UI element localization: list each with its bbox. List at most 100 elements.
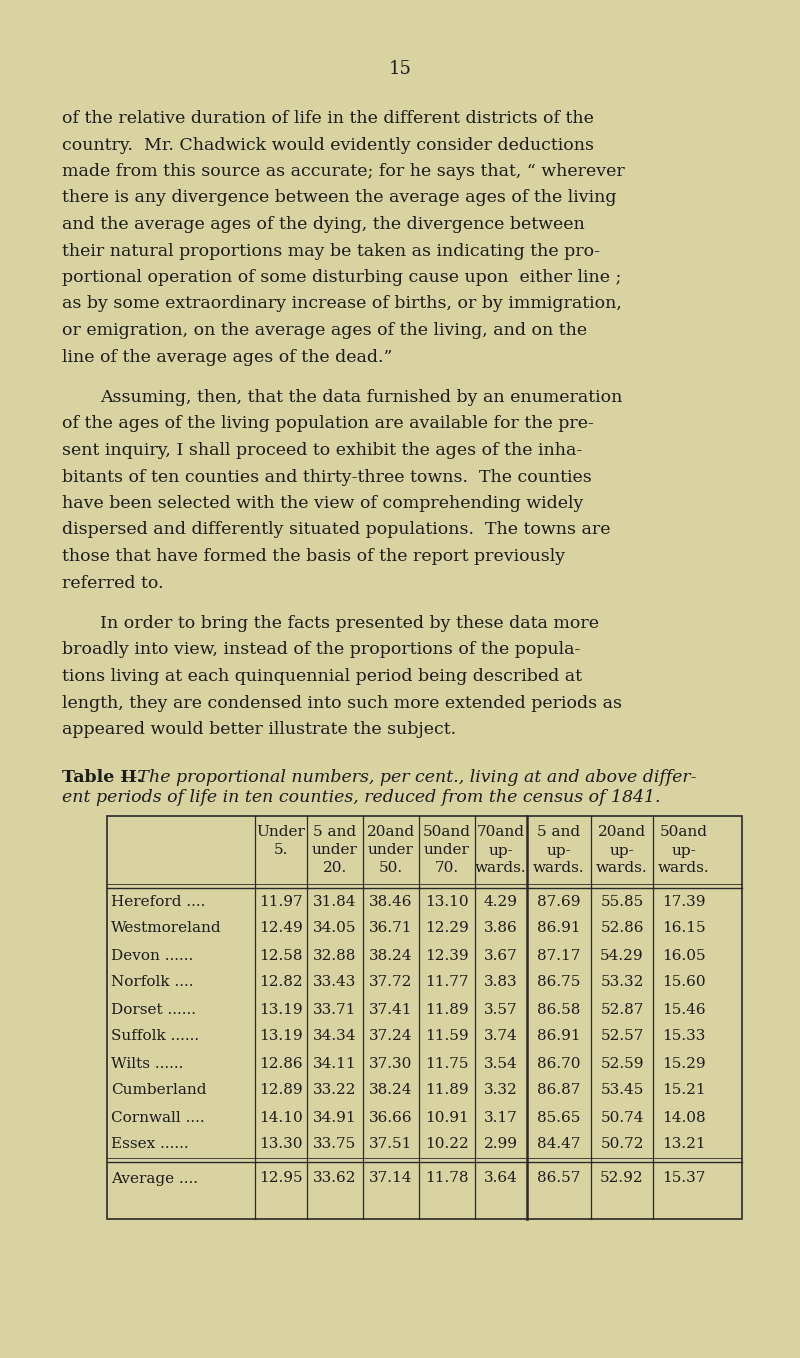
Text: 3.74: 3.74	[484, 1029, 518, 1043]
Text: 3.32: 3.32	[484, 1084, 518, 1097]
Text: 52.92: 52.92	[600, 1172, 644, 1186]
Text: 11.97: 11.97	[259, 895, 303, 909]
Text: 37.30: 37.30	[370, 1057, 413, 1070]
Text: 15.37: 15.37	[662, 1172, 706, 1186]
Text: 3.17: 3.17	[484, 1111, 518, 1124]
Text: 5 and: 5 and	[314, 826, 357, 839]
Text: 11.78: 11.78	[426, 1172, 469, 1186]
Text: 37.41: 37.41	[370, 1002, 413, 1017]
Text: 33.43: 33.43	[314, 975, 357, 990]
Text: 52.59: 52.59	[600, 1057, 644, 1070]
Text: 13.19: 13.19	[259, 1002, 303, 1017]
Text: 2.99: 2.99	[484, 1138, 518, 1152]
Text: up-: up-	[610, 843, 634, 857]
Text: 37.51: 37.51	[370, 1138, 413, 1152]
Text: their natural proportions may be taken as indicating the pro-: their natural proportions may be taken a…	[62, 243, 600, 259]
Text: line of the average ages of the dead.”: line of the average ages of the dead.”	[62, 349, 392, 365]
Text: tions living at each quinquennial period being described at: tions living at each quinquennial period…	[62, 668, 582, 684]
Text: 86.91: 86.91	[537, 1029, 581, 1043]
Text: 3.57: 3.57	[484, 1002, 518, 1017]
Text: 86.91: 86.91	[537, 922, 581, 936]
Text: 15.21: 15.21	[662, 1084, 706, 1097]
Text: 13.30: 13.30	[259, 1138, 302, 1152]
Text: wards.: wards.	[475, 861, 527, 876]
Text: 15.60: 15.60	[662, 975, 706, 990]
Text: 12.29: 12.29	[425, 922, 469, 936]
Text: 16.05: 16.05	[662, 948, 706, 963]
Text: wards.: wards.	[533, 861, 585, 876]
Text: 12.95: 12.95	[259, 1172, 303, 1186]
Text: portional operation of some disturbing cause upon  either line ;: portional operation of some disturbing c…	[62, 269, 622, 287]
Text: 12.82: 12.82	[259, 975, 303, 990]
Text: 36.66: 36.66	[369, 1111, 413, 1124]
Text: 12.49: 12.49	[259, 922, 303, 936]
Text: 52.87: 52.87	[600, 1002, 644, 1017]
Text: 12.58: 12.58	[259, 948, 302, 963]
Text: under: under	[424, 843, 470, 857]
Text: 33.75: 33.75	[314, 1138, 357, 1152]
Text: up-: up-	[546, 843, 571, 857]
Text: 54.29: 54.29	[600, 948, 644, 963]
Text: there is any divergence between the average ages of the living: there is any divergence between the aver…	[62, 190, 617, 206]
Text: 12.89: 12.89	[259, 1084, 303, 1097]
Text: Table II.: Table II.	[62, 770, 142, 786]
Text: 11.75: 11.75	[426, 1057, 469, 1070]
Text: 11.89: 11.89	[425, 1002, 469, 1017]
Text: 20.: 20.	[323, 861, 347, 876]
Text: 33.22: 33.22	[314, 1084, 357, 1097]
Text: 38.24: 38.24	[370, 1084, 413, 1097]
Text: 38.46: 38.46	[370, 895, 413, 909]
Text: Assuming, then, that the data furnished by an enumeration: Assuming, then, that the data furnished …	[100, 388, 622, 406]
Text: have been selected with the view of comprehending widely: have been selected with the view of comp…	[62, 496, 583, 512]
Text: 11.89: 11.89	[425, 1084, 469, 1097]
Text: Wilts ......: Wilts ......	[111, 1057, 183, 1070]
Text: dispersed and differently situated populations.  The towns are: dispersed and differently situated popul…	[62, 521, 610, 539]
Text: 5.: 5.	[274, 843, 288, 857]
Text: sent inquiry, I shall proceed to exhibit the ages of the inha-: sent inquiry, I shall proceed to exhibit…	[62, 441, 582, 459]
Text: 37.24: 37.24	[370, 1029, 413, 1043]
Text: bitants of ten counties and thirty-three towns.  The counties: bitants of ten counties and thirty-three…	[62, 469, 592, 486]
Text: 15.46: 15.46	[662, 1002, 706, 1017]
Text: 33.62: 33.62	[314, 1172, 357, 1186]
Text: 50.72: 50.72	[600, 1138, 644, 1152]
Text: 32.88: 32.88	[314, 948, 357, 963]
Text: those that have formed the basis of the report previously: those that have formed the basis of the …	[62, 549, 565, 565]
Text: broadly into view, instead of the proportions of the popula-: broadly into view, instead of the propor…	[62, 641, 580, 659]
Text: 53.45: 53.45	[600, 1084, 644, 1097]
Text: Cornwall ....: Cornwall ....	[111, 1111, 205, 1124]
Text: 4.29: 4.29	[484, 895, 518, 909]
Text: 87.17: 87.17	[538, 948, 581, 963]
Text: country.  Mr. Chadwick would evidently consider deductions: country. Mr. Chadwick would evidently co…	[62, 137, 594, 153]
Text: 13.19: 13.19	[259, 1029, 303, 1043]
Text: 55.85: 55.85	[600, 895, 644, 909]
Text: 87.69: 87.69	[538, 895, 581, 909]
Text: 86.75: 86.75	[538, 975, 581, 990]
Text: as by some extraordinary increase of births, or by immigration,: as by some extraordinary increase of bir…	[62, 296, 622, 312]
Text: ent periods of life in ten counties, reduced from the census of 1841.: ent periods of life in ten counties, red…	[62, 789, 661, 807]
Text: Average ....: Average ....	[111, 1172, 198, 1186]
Text: Hereford ....: Hereford ....	[111, 895, 206, 909]
Text: 15.33: 15.33	[662, 1029, 706, 1043]
Text: or emigration, on the average ages of the living, and on the: or emigration, on the average ages of th…	[62, 322, 587, 340]
Text: under: under	[368, 843, 414, 857]
Text: 37.14: 37.14	[370, 1172, 413, 1186]
Text: 3.67: 3.67	[484, 948, 518, 963]
Text: 5 and: 5 and	[538, 826, 581, 839]
Text: 12.86: 12.86	[259, 1057, 303, 1070]
Text: 52.86: 52.86	[600, 922, 644, 936]
Text: Norfolk ....: Norfolk ....	[111, 975, 194, 990]
Text: 15.29: 15.29	[662, 1057, 706, 1070]
Text: 31.84: 31.84	[314, 895, 357, 909]
Text: length, they are condensed into such more extended periods as: length, they are condensed into such mor…	[62, 694, 622, 712]
Text: 17.39: 17.39	[662, 895, 706, 909]
Text: 12.39: 12.39	[425, 948, 469, 963]
Text: 37.72: 37.72	[370, 975, 413, 990]
Text: 3.54: 3.54	[484, 1057, 518, 1070]
Text: 38.24: 38.24	[370, 948, 413, 963]
Text: 86.87: 86.87	[538, 1084, 581, 1097]
Text: 53.32: 53.32	[600, 975, 644, 990]
Text: 86.58: 86.58	[538, 1002, 581, 1017]
Text: 10.22: 10.22	[425, 1138, 469, 1152]
Text: 14.10: 14.10	[259, 1111, 303, 1124]
Text: 10.91: 10.91	[425, 1111, 469, 1124]
